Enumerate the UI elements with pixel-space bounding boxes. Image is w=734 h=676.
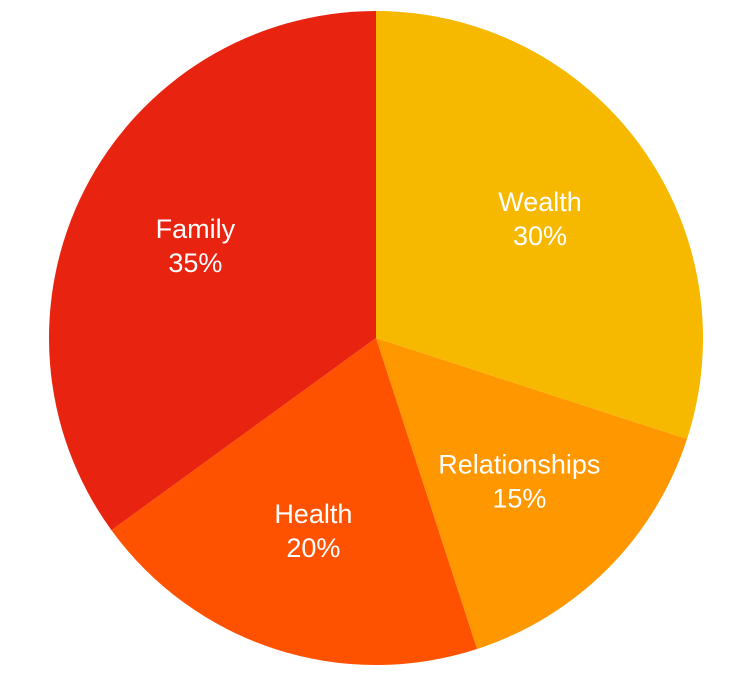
pie-slice-family (49, 11, 377, 531)
slice-label-health: Health (274, 499, 352, 529)
pie-slice-health (111, 338, 478, 665)
pie-slices (49, 11, 703, 665)
slice-value-wealth: 30% (513, 221, 567, 251)
pie-slice-relationships (376, 338, 687, 649)
pie-labels: Wealth 30% Relationships 15% Health 20% Family… (156, 187, 601, 563)
slice-label-family: Family (156, 214, 236, 244)
slice-label-relationships: Relationships (438, 449, 600, 479)
slice-label-wealth: Wealth (498, 187, 582, 217)
slice-value-health: 20% (286, 533, 340, 563)
pie-slice-wealth (376, 11, 703, 440)
slice-value-relationships: 15% (492, 483, 546, 513)
slice-value-family: 35% (168, 248, 222, 278)
